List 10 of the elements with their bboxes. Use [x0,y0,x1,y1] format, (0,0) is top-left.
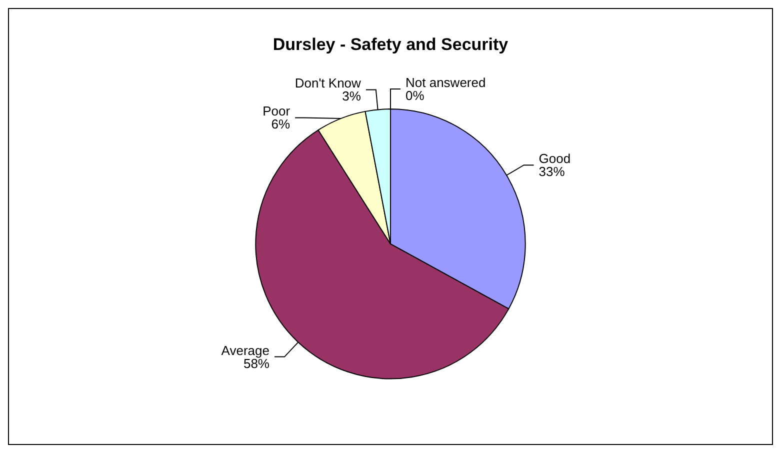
category-label: Not answered [406,75,486,90]
chart-title: Dursley - Safety and Security [272,35,509,54]
slice-label: Poor [262,104,291,119]
slice-label: Average [221,342,270,358]
data-label: 3% [342,88,362,104]
data-label: 33% [538,164,566,180]
slice-label: Good [538,151,571,166]
data-label: 6% [271,116,291,132]
text: 0% [406,88,424,104]
slice-label: Don't Know [294,76,362,91]
